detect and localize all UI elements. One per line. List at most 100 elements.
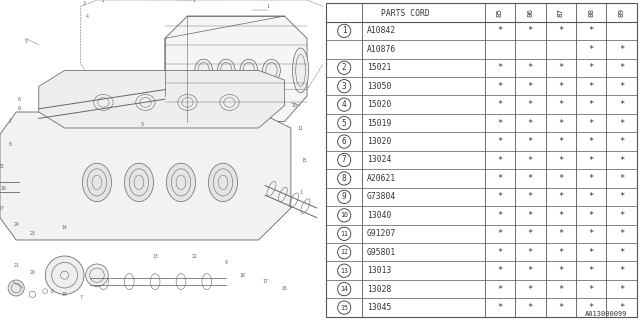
Text: *: * xyxy=(497,100,502,109)
Text: G91207: G91207 xyxy=(367,229,396,238)
Text: 89: 89 xyxy=(619,8,625,17)
Text: *: * xyxy=(589,119,594,128)
Ellipse shape xyxy=(166,163,196,202)
Text: 8: 8 xyxy=(342,174,346,183)
Text: *: * xyxy=(558,63,563,72)
Ellipse shape xyxy=(240,59,258,82)
Text: 24: 24 xyxy=(13,221,19,227)
Text: *: * xyxy=(497,156,502,164)
Text: *: * xyxy=(558,119,563,128)
Text: *: * xyxy=(497,303,502,312)
Polygon shape xyxy=(165,16,307,122)
Text: *: * xyxy=(619,266,624,275)
Ellipse shape xyxy=(195,59,212,82)
Text: 15021: 15021 xyxy=(367,63,391,72)
Text: *: * xyxy=(589,156,594,164)
Text: *: * xyxy=(619,156,624,164)
Text: *: * xyxy=(497,26,502,36)
Text: *: * xyxy=(589,26,594,36)
Text: 12: 12 xyxy=(191,253,196,259)
Text: 7: 7 xyxy=(342,156,346,164)
Text: *: * xyxy=(497,266,502,275)
Text: 11: 11 xyxy=(340,231,348,237)
Text: G95801: G95801 xyxy=(367,248,396,257)
Text: 13040: 13040 xyxy=(367,211,391,220)
Text: *: * xyxy=(558,192,563,201)
Text: *: * xyxy=(619,45,624,54)
Polygon shape xyxy=(39,70,284,128)
Text: 1: 1 xyxy=(342,26,346,36)
Text: *: * xyxy=(497,63,502,72)
Text: 25: 25 xyxy=(0,164,4,169)
Text: *: * xyxy=(528,284,533,294)
Text: *: * xyxy=(589,174,594,183)
Ellipse shape xyxy=(40,104,51,126)
Text: *: * xyxy=(497,119,502,128)
Text: 23: 23 xyxy=(29,231,35,236)
Text: *: * xyxy=(619,248,624,257)
Ellipse shape xyxy=(262,59,280,82)
Text: 6: 6 xyxy=(342,137,346,146)
Text: A10842: A10842 xyxy=(367,26,396,36)
Text: 1: 1 xyxy=(267,4,269,9)
Text: *: * xyxy=(497,211,502,220)
Text: *: * xyxy=(497,192,502,201)
Text: *: * xyxy=(497,137,502,146)
Text: *: * xyxy=(558,248,563,257)
Ellipse shape xyxy=(8,280,24,296)
Text: 6: 6 xyxy=(18,106,21,111)
Text: *: * xyxy=(589,229,594,238)
Text: PARTS CORD: PARTS CORD xyxy=(381,9,430,18)
Text: *: * xyxy=(528,82,533,91)
Text: *: * xyxy=(558,174,563,183)
Text: 13045: 13045 xyxy=(367,303,391,312)
Ellipse shape xyxy=(209,163,237,202)
Text: 5: 5 xyxy=(24,39,28,44)
Text: *: * xyxy=(558,266,563,275)
Text: *: * xyxy=(619,119,624,128)
Ellipse shape xyxy=(124,163,154,202)
Text: *: * xyxy=(528,192,533,201)
Text: 87: 87 xyxy=(558,8,564,17)
Text: 10: 10 xyxy=(291,103,297,108)
Text: *: * xyxy=(558,137,563,146)
Polygon shape xyxy=(0,112,291,240)
Text: *: * xyxy=(589,100,594,109)
Text: *: * xyxy=(619,100,624,109)
Text: *: * xyxy=(558,284,563,294)
Text: 16: 16 xyxy=(282,285,287,291)
Text: *: * xyxy=(558,100,563,109)
Text: *: * xyxy=(528,26,533,36)
Text: *: * xyxy=(589,82,594,91)
Text: *: * xyxy=(589,248,594,257)
Ellipse shape xyxy=(83,163,111,202)
Text: 27: 27 xyxy=(0,205,4,211)
Text: 7: 7 xyxy=(8,119,11,124)
Text: 20: 20 xyxy=(29,269,35,275)
Text: *: * xyxy=(528,137,533,146)
Text: 13024: 13024 xyxy=(367,156,391,164)
Text: 8: 8 xyxy=(8,141,11,147)
Text: 85: 85 xyxy=(497,8,503,17)
Text: 18: 18 xyxy=(239,273,245,278)
Text: 6: 6 xyxy=(18,97,21,102)
Text: *: * xyxy=(589,63,594,72)
Ellipse shape xyxy=(218,59,235,82)
Text: *: * xyxy=(528,100,533,109)
Text: *: * xyxy=(558,303,563,312)
Text: 2: 2 xyxy=(102,0,105,3)
Ellipse shape xyxy=(45,256,84,294)
Text: *: * xyxy=(528,174,533,183)
Text: *: * xyxy=(589,266,594,275)
Text: 9: 9 xyxy=(342,192,346,201)
Text: 3: 3 xyxy=(342,82,346,91)
Text: *: * xyxy=(619,229,624,238)
Text: 11: 11 xyxy=(298,125,303,131)
Text: 13: 13 xyxy=(340,268,348,274)
Text: 15019: 15019 xyxy=(367,119,391,128)
Text: *: * xyxy=(528,229,533,238)
Text: 14: 14 xyxy=(340,286,348,292)
Text: *: * xyxy=(497,248,502,257)
Ellipse shape xyxy=(292,48,308,93)
Text: *: * xyxy=(619,192,624,201)
